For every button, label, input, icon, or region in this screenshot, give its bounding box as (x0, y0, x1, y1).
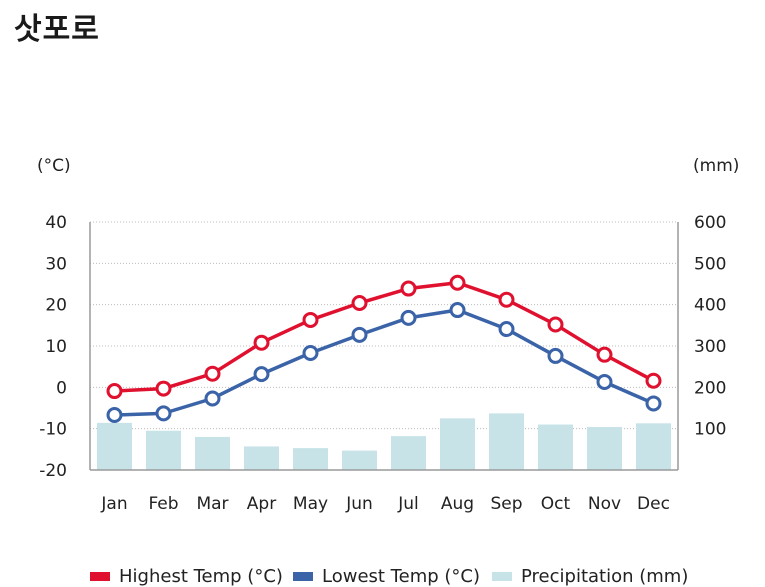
low-temp-point (449, 302, 466, 319)
low-temp-point (498, 321, 515, 338)
temperature-lines (106, 274, 662, 424)
legend-swatch-high (90, 572, 110, 581)
right-tick-label: 100 (694, 420, 726, 440)
x-tick-label: Jul (397, 494, 419, 514)
low-temp-point (155, 405, 172, 422)
right-tick-label: 400 (694, 296, 726, 316)
high-temp-point (302, 311, 319, 328)
x-tick-label: Aug (441, 494, 474, 514)
plot-frame (89, 222, 679, 471)
high-temp-point (351, 295, 368, 312)
low-temp-point (253, 366, 270, 383)
left-axis-unit: (°C) (37, 156, 71, 176)
precipitation-bar (636, 423, 671, 470)
x-tick-label: Jan (100, 494, 127, 514)
page-title: 삿포로 (14, 12, 100, 47)
precipitation-bar (538, 424, 573, 470)
precipitation-bar (391, 436, 426, 470)
climate-chart: -20 -10 0 10 20 30 40 100 200 300 400 500 600 Jan Feb M… (37, 156, 739, 514)
x-tick-label: Apr (247, 494, 276, 514)
left-tick-label: 20 (45, 296, 67, 316)
precipitation-bar (195, 436, 230, 470)
precipitation-bar (97, 422, 132, 470)
x-tick-label: May (293, 494, 328, 514)
precipitation-bar (244, 446, 279, 470)
high-temp-point (155, 380, 172, 397)
legend-item-low: Lowest Temp (°C) (293, 566, 480, 587)
legend-item-precip: Precipitation (mm) (492, 566, 688, 587)
right-tick-label: 200 (694, 378, 726, 398)
high-temp-point (106, 383, 123, 400)
right-tick-label: 600 (694, 213, 726, 233)
precipitation-bar (587, 427, 622, 470)
precipitation-bar (342, 450, 377, 470)
x-tick-label: Mar (196, 494, 228, 514)
low-temp-line (114, 308, 655, 417)
high-temp-point (204, 365, 221, 382)
precipitation-bar (293, 448, 328, 470)
right-axis-unit: (mm) (693, 156, 739, 176)
legend: Highest Temp (°C) Lowest Temp (°C) Preci… (0, 566, 765, 587)
low-temp-point (400, 309, 417, 326)
low-temp-point (547, 347, 564, 364)
x-tick-label: Feb (148, 494, 178, 514)
precipitation-bars (97, 413, 671, 470)
low-temp-point (204, 390, 221, 407)
legend-item-high: Highest Temp (°C) (90, 566, 283, 587)
precipitation-bar (440, 418, 475, 470)
x-tick-label: Sep (490, 494, 522, 514)
high-temp-point (498, 291, 515, 308)
left-tick-label: 40 (45, 213, 67, 233)
high-temp-point (596, 346, 613, 363)
legend-label-precip: Precipitation (mm) (521, 566, 689, 587)
x-tick-label: Oct (541, 494, 571, 514)
axis-labels: -20 -10 0 10 20 30 40 100 200 300 400 500 600 Jan Feb M… (37, 156, 739, 514)
grid-lines (90, 221, 678, 430)
low-temp-point (596, 373, 613, 390)
legend-label-low: Lowest Temp (°C) (322, 566, 480, 587)
legend-swatch-precip (492, 572, 512, 581)
legend-label-high: Highest Temp (°C) (119, 566, 283, 587)
precipitation-bar (489, 413, 524, 470)
right-tick-label: 500 (694, 254, 726, 274)
low-temp-point (106, 407, 123, 424)
x-tick-label: Dec (637, 494, 670, 514)
high-temp-point (547, 316, 564, 333)
left-tick-label: -20 (39, 461, 67, 481)
left-tick-label: 0 (56, 378, 67, 398)
right-tick-label: 300 (694, 337, 726, 357)
high-temp-line (114, 281, 655, 393)
legend-swatch-low (293, 572, 313, 581)
left-tick-label: -10 (39, 420, 67, 440)
x-tick-label: Nov (588, 494, 621, 514)
x-tick-label: Jun (345, 494, 373, 514)
low-temp-point (351, 326, 368, 343)
precipitation-bar (146, 430, 181, 470)
left-tick-label: 30 (45, 254, 67, 274)
low-temp-point (302, 345, 319, 362)
high-temp-point (645, 372, 662, 389)
low-temp-point (645, 395, 662, 412)
high-temp-point (449, 274, 466, 291)
left-tick-label: 10 (45, 337, 67, 357)
high-temp-point (400, 280, 417, 297)
high-temp-point (253, 334, 270, 351)
